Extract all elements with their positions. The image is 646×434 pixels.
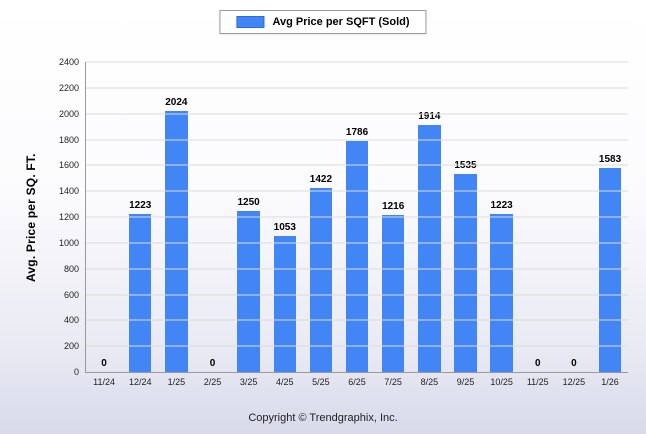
bar-value-label: 1422 [309,174,333,186]
bar-column: 1223 [122,62,158,372]
bar-column: 1422 [303,62,339,372]
bar [273,236,296,372]
gridline [86,216,628,218]
bar-column: 1786 [339,62,375,372]
bar-value-label: 0 [101,358,107,369]
bar [454,173,477,372]
bar [490,214,513,372]
gridline [86,113,628,115]
x-tick-label: 5/25 [312,377,330,387]
bar-value-label: 1914 [418,110,441,122]
bar [381,214,405,372]
legend-label: Avg Price per SQFT (Sold) [272,16,410,28]
y-axis-title: Avg. Price per SQ. FT. [24,153,38,282]
bar-column: 0 [520,62,556,372]
legend: Avg Price per SQFT (Sold) [219,10,427,34]
x-tick-label: 2/25 [203,377,222,387]
bar-value-label: 2024 [165,96,188,108]
bar-column: 1053 [267,62,303,372]
bars-row: 0122320240125010531422178612161914153512… [86,62,628,372]
bar-column: 0 [86,62,122,372]
bar-value-label: 0 [571,358,577,369]
gridline [86,242,628,244]
bar-column: 1223 [484,62,520,372]
gridline [86,268,628,270]
y-tick-label: 1200 [58,212,79,222]
gridline [86,345,628,347]
bar-column: 0 [556,62,592,372]
y-tick-label: 2000 [58,108,79,119]
y-tick-label: 200 [63,341,79,352]
x-tick-label: 7/25 [384,377,402,387]
x-axis-ticks: 11/24 12/24 1/25 2/25 3/25 4/25 5/25 6/25 7/25 8/… [86,372,628,387]
bar-value-label: 1216 [382,200,405,212]
x-tick-label: 9/25 [456,377,475,387]
bar-value-label: 1223 [129,200,152,212]
gridline [86,87,628,89]
x-tick-label: 8/25 [420,377,439,387]
bar [237,210,260,372]
bar [309,188,333,372]
bar [418,124,441,372]
bar-column: 1914 [411,62,447,372]
y-tick-label: 400 [63,315,79,326]
bar [165,110,188,372]
x-tick-label: 4/25 [276,377,294,387]
gridline [86,294,628,295]
gridline [86,190,628,192]
y-tick-label: 1600 [58,160,79,171]
bar [598,167,622,372]
gridline [86,61,628,63]
bar-value-label: 0 [534,358,541,369]
gridline [86,319,628,321]
bar-column: 1250 [231,62,267,372]
x-tick-label: 1/25 [167,377,186,387]
legend-swatch [236,16,265,28]
x-tick-label: 6/25 [348,377,366,387]
bar-column: 0 [194,62,230,372]
x-tick-label: 12/24 [128,377,152,387]
x-tick-label: 11/25 [526,377,549,387]
x-tick-label: 3/25 [239,377,258,387]
bar-column: 1583 [592,62,628,372]
y-tick-label: 2200 [58,82,79,93]
y-tick-label: 1000 [58,237,79,248]
copyright: Copyright © Trendgraphix, Inc. [248,412,398,424]
y-tick-label: 600 [63,289,79,300]
gridline [86,164,628,166]
bar-column: 1216 [375,62,411,372]
y-tick-label: 800 [63,263,79,274]
bar [129,214,152,372]
bar-value-label: 1223 [490,200,513,212]
bar-value-label: 1053 [273,222,296,233]
bar-value-label: 1583 [598,153,622,165]
gridline [86,139,628,140]
bar-column: 2024 [158,62,194,372]
x-tick-label: 10/25 [490,377,513,387]
y-tick-label: 2400 [58,57,79,67]
plot-area: 0122320240125010531422178612161914153512… [59,57,628,387]
y-tick-label: 0 [73,367,79,377]
x-tick-label: 12/25 [562,377,586,387]
bar-value-label: 1250 [237,196,260,208]
x-tick-label: 1/26 [601,377,619,387]
y-tick-label: 1800 [58,134,79,145]
bar [345,141,369,372]
x-tick-label: 11/24 [93,377,115,387]
bar-value-label: 0 [209,358,216,369]
y-tick-label: 1400 [58,186,79,197]
bar-value-label: 1786 [345,127,369,139]
